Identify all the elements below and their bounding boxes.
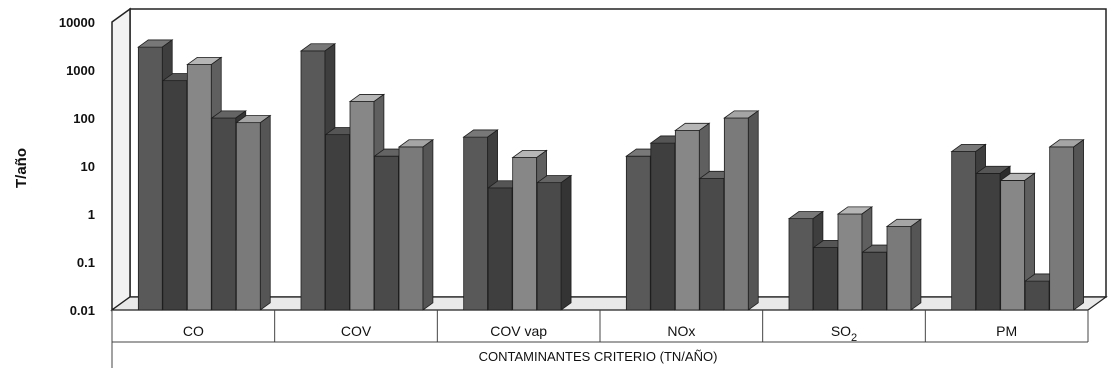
y-tick-label: 0.01 bbox=[70, 303, 95, 318]
category-label: NOx bbox=[667, 323, 695, 339]
category-labels: CO COV COV vap NOx SO2 PM bbox=[111, 310, 1089, 368]
category-label: SO2 bbox=[831, 323, 857, 344]
bar bbox=[235, 114, 272, 311]
category-label: COV bbox=[341, 323, 372, 339]
y-tick-label: 0.1 bbox=[77, 255, 95, 270]
bar bbox=[535, 174, 573, 311]
y-tick-label: 10 bbox=[81, 159, 95, 174]
y-axis-ticks: 10000 1000 100 10 1 0.1 0.01 bbox=[59, 15, 95, 318]
category-label: PM bbox=[996, 323, 1017, 339]
y-tick-label: 1000 bbox=[66, 63, 95, 78]
y-tick-label: 1 bbox=[88, 207, 95, 222]
category-label: COV vap bbox=[490, 323, 547, 339]
y-tick-label: 10000 bbox=[59, 15, 95, 30]
side-wall bbox=[111, 7, 131, 312]
bar bbox=[397, 138, 435, 311]
y-tick-label: 100 bbox=[73, 111, 95, 126]
bar bbox=[885, 218, 923, 311]
bar bbox=[1048, 138, 1085, 311]
x-axis-label: CONTAMINANTES CRITERIO (TN/AÑO) bbox=[479, 349, 718, 364]
y-axis-label: T/año bbox=[13, 148, 30, 188]
bar bbox=[723, 110, 760, 311]
category-label: CO bbox=[183, 323, 204, 339]
bars-group bbox=[137, 39, 1085, 311]
